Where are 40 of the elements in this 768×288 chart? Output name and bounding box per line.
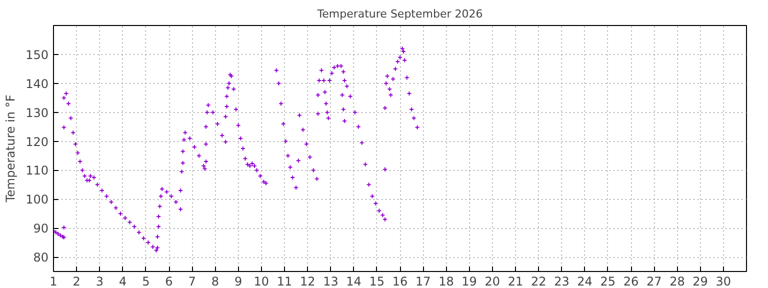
y-tick-label: 100	[26, 192, 48, 207]
x-tick-label: 5	[142, 274, 150, 288]
x-tick-label: 22	[530, 274, 546, 288]
x-tick-label: 13	[323, 274, 338, 288]
y-tick-label: 140	[26, 76, 48, 91]
x-tick-label: 23	[554, 274, 570, 288]
x-tick-label: 1	[50, 274, 58, 288]
y-tick-label: 80	[33, 250, 49, 265]
y-tick-label: 120	[26, 134, 48, 149]
y-tick-label: 150	[26, 48, 48, 62]
x-tick-label: 14	[346, 274, 362, 288]
y-tick-label: 90	[33, 222, 49, 236]
x-tick-label: 3	[96, 274, 104, 288]
x-tick-label: 4	[118, 274, 127, 288]
x-tick-label: 10	[254, 274, 270, 288]
x-tick-label: 15	[369, 274, 385, 288]
y-tick-label: 130	[26, 106, 48, 120]
x-tick-label: 2	[72, 274, 80, 288]
x-tick-label: 19	[462, 274, 477, 288]
x-tick-label: 24	[577, 274, 592, 288]
x-tick-label: 29	[692, 274, 708, 288]
x-tick-label: 6	[165, 274, 173, 288]
y-tick-label: 110	[26, 164, 48, 178]
x-tick-label: 7	[188, 274, 196, 288]
x-tick-label: 21	[508, 274, 524, 288]
x-tick-label: 11	[276, 274, 292, 288]
x-tick-label: 26	[623, 274, 639, 288]
x-tick-label: 27	[646, 274, 662, 288]
x-tick-label: 9	[234, 274, 242, 288]
x-tick-label: 18	[438, 274, 454, 288]
x-tick-label: 28	[670, 274, 685, 288]
x-tick-label: 25	[600, 274, 616, 288]
x-tick-label: 30	[716, 274, 732, 288]
chart-title: Temperature September 2026	[316, 8, 483, 20]
x-tick-label: 16	[392, 274, 408, 288]
x-tick-label: 20	[484, 274, 500, 288]
y-axis-title: Temperature in °F	[4, 94, 18, 204]
x-tick-label: 8	[211, 274, 220, 288]
x-tick-label: 17	[415, 274, 431, 288]
x-tick-label: 12	[300, 274, 316, 288]
